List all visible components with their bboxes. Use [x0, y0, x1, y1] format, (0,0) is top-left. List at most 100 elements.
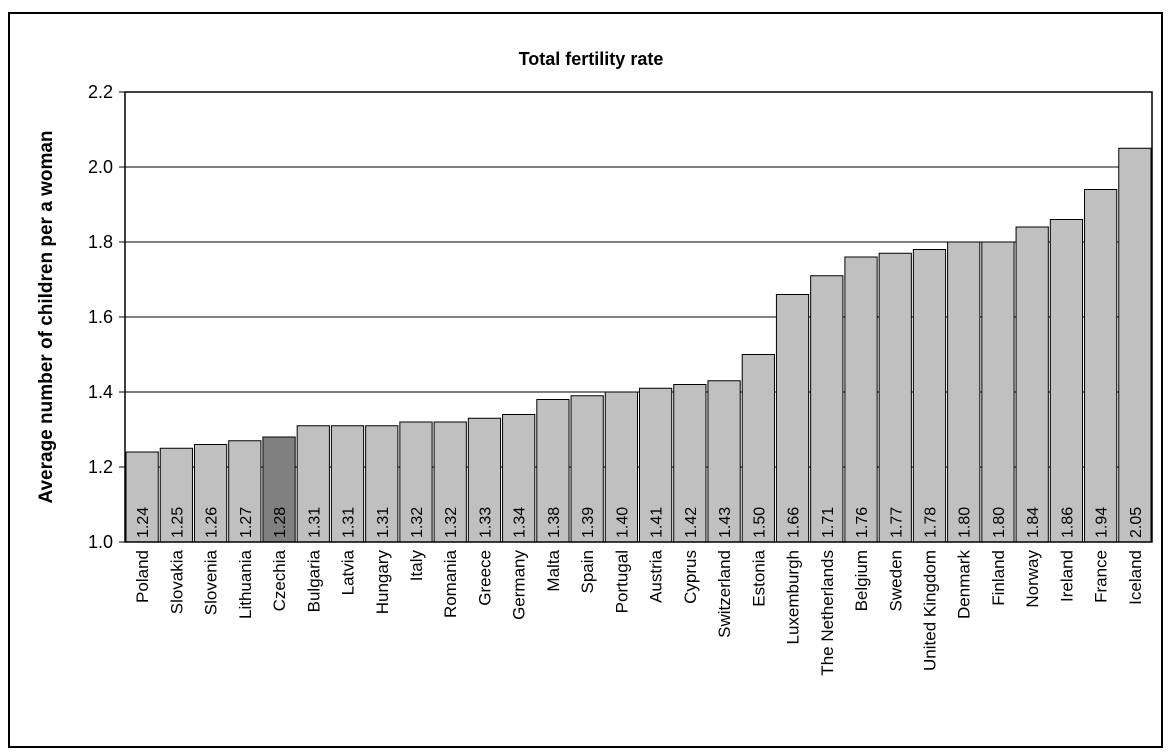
y-axis-ticks: 1.0 1.2 1.4 1.6 1.8 2.0 2.2 [88, 82, 125, 552]
value-label: 1.78 [922, 507, 939, 538]
y-tick-label: 1.2 [88, 457, 113, 477]
category-label: Slovenia [202, 549, 221, 615]
value-label: 1.42 [683, 507, 700, 538]
category-label: Italy [407, 550, 426, 582]
plot-area [124, 91, 1153, 543]
category-label: Spain [578, 550, 597, 593]
value-label: 1.50 [751, 507, 768, 538]
bar-bulgaria [296, 425, 330, 543]
bar-portugal [604, 391, 638, 543]
bar-iceland [1118, 147, 1152, 543]
value-label: 1.32 [443, 507, 460, 538]
value-label: 1.26 [204, 507, 221, 538]
bar-romania [433, 421, 467, 543]
value-label: 1.34 [512, 507, 529, 538]
value-label: 1.33 [477, 507, 494, 538]
value-label: 1.80 [957, 507, 974, 538]
y-tick-label: 1.6 [88, 307, 113, 327]
category-label: Poland [133, 550, 152, 603]
bar-france [1084, 189, 1118, 543]
value-label: 1.84 [1025, 507, 1042, 538]
value-label: 1.38 [546, 507, 563, 538]
bar-estonia [741, 354, 775, 543]
bar-latvia [330, 425, 365, 543]
value-label: 1.86 [1059, 507, 1076, 538]
bar-belgium [844, 256, 878, 543]
y-axis-label: Average number of children per a woman [36, 130, 57, 503]
category-label: Norway [1023, 550, 1042, 608]
category-label: Luxemburgh [784, 550, 803, 645]
value-label: 1.31 [375, 507, 392, 538]
category-label: Estonia [749, 549, 768, 606]
chart-title: Total fertility rate [519, 49, 664, 69]
gridlines [125, 166, 1152, 468]
value-label: 1.43 [717, 507, 734, 538]
value-label: 1.39 [580, 507, 597, 538]
bars: 1.24 1.25 1.26 1.27 1.28 1.31 1.31 1.31 1.32 1.32… [125, 147, 1152, 543]
bar-denmark [947, 241, 981, 543]
category-label: Czechia [270, 549, 289, 611]
value-label: 1.41 [649, 507, 666, 538]
bar-sweden [878, 252, 912, 543]
value-label: 1.31 [306, 507, 323, 538]
bar-united-kingdom [912, 249, 947, 543]
bar-cyprus [673, 384, 707, 543]
x-axis-categories: Poland Slovakia Slovenia Lithuania Czechia Bu… [133, 549, 1145, 675]
bar-slovenia [193, 444, 228, 543]
bar-luxemburgh [775, 294, 810, 543]
value-label: 1.76 [854, 507, 871, 538]
category-label: Lithuania [236, 549, 255, 619]
value-label: 1.27 [238, 507, 255, 538]
category-label: Finland [989, 550, 1008, 606]
category-label: France [1092, 550, 1111, 603]
category-label: United Kingdom [920, 550, 939, 671]
category-label: Bulgaria [304, 549, 323, 612]
value-label: 1.25 [169, 507, 186, 538]
category-label: Sweden [886, 550, 905, 611]
category-label: Cyprus [681, 550, 700, 604]
bar-italy [399, 421, 433, 543]
bar-the-netherlands [810, 275, 844, 543]
category-label: Iceland [1126, 550, 1145, 605]
category-label: Switzerland [715, 550, 734, 638]
value-label: 1.40 [614, 507, 631, 538]
bar-finland [981, 241, 1015, 543]
y-tick-label: 2.2 [88, 82, 113, 102]
bar-czechia [262, 436, 296, 543]
value-label: 1.32 [409, 507, 426, 538]
category-label: The Netherlands [818, 550, 837, 676]
bar-switzerland [707, 380, 741, 543]
category-label: Portugal [612, 550, 631, 613]
bar-hungary [365, 425, 399, 543]
category-label: Hungary [373, 550, 392, 615]
category-label: Denmark [955, 550, 974, 619]
value-label: 1.77 [888, 507, 905, 538]
category-label: Greece [475, 550, 494, 606]
value-label: 1.80 [991, 507, 1008, 538]
category-label: Austria [647, 549, 666, 602]
bar-poland [125, 451, 159, 543]
category-label: Latvia [339, 549, 358, 595]
bar-malta [536, 399, 570, 543]
value-label: 1.66 [786, 507, 803, 538]
value-label: 2.05 [1128, 507, 1145, 538]
value-label: 1.71 [820, 507, 837, 538]
bar-germany [502, 414, 536, 543]
bar-ireland [1049, 219, 1084, 543]
category-label: Malta [544, 549, 563, 591]
y-tick-label: 1.0 [88, 532, 113, 552]
value-label: 1.31 [341, 507, 358, 538]
category-label: Ireland [1057, 550, 1076, 602]
category-label: Belgium [852, 550, 871, 611]
category-label: Romania [441, 549, 460, 618]
y-tick-label: 1.4 [88, 382, 113, 402]
y-tick-label: 1.8 [88, 232, 113, 252]
bar-greece [467, 417, 502, 543]
y-tick-label: 2.0 [88, 157, 113, 177]
value-label: 1.24 [135, 507, 152, 538]
bar-spain [570, 395, 604, 543]
value-label: 1.28 [272, 507, 289, 538]
category-label: Slovakia [167, 549, 186, 614]
category-label: Germany [510, 550, 529, 620]
bar-norway [1015, 226, 1049, 543]
